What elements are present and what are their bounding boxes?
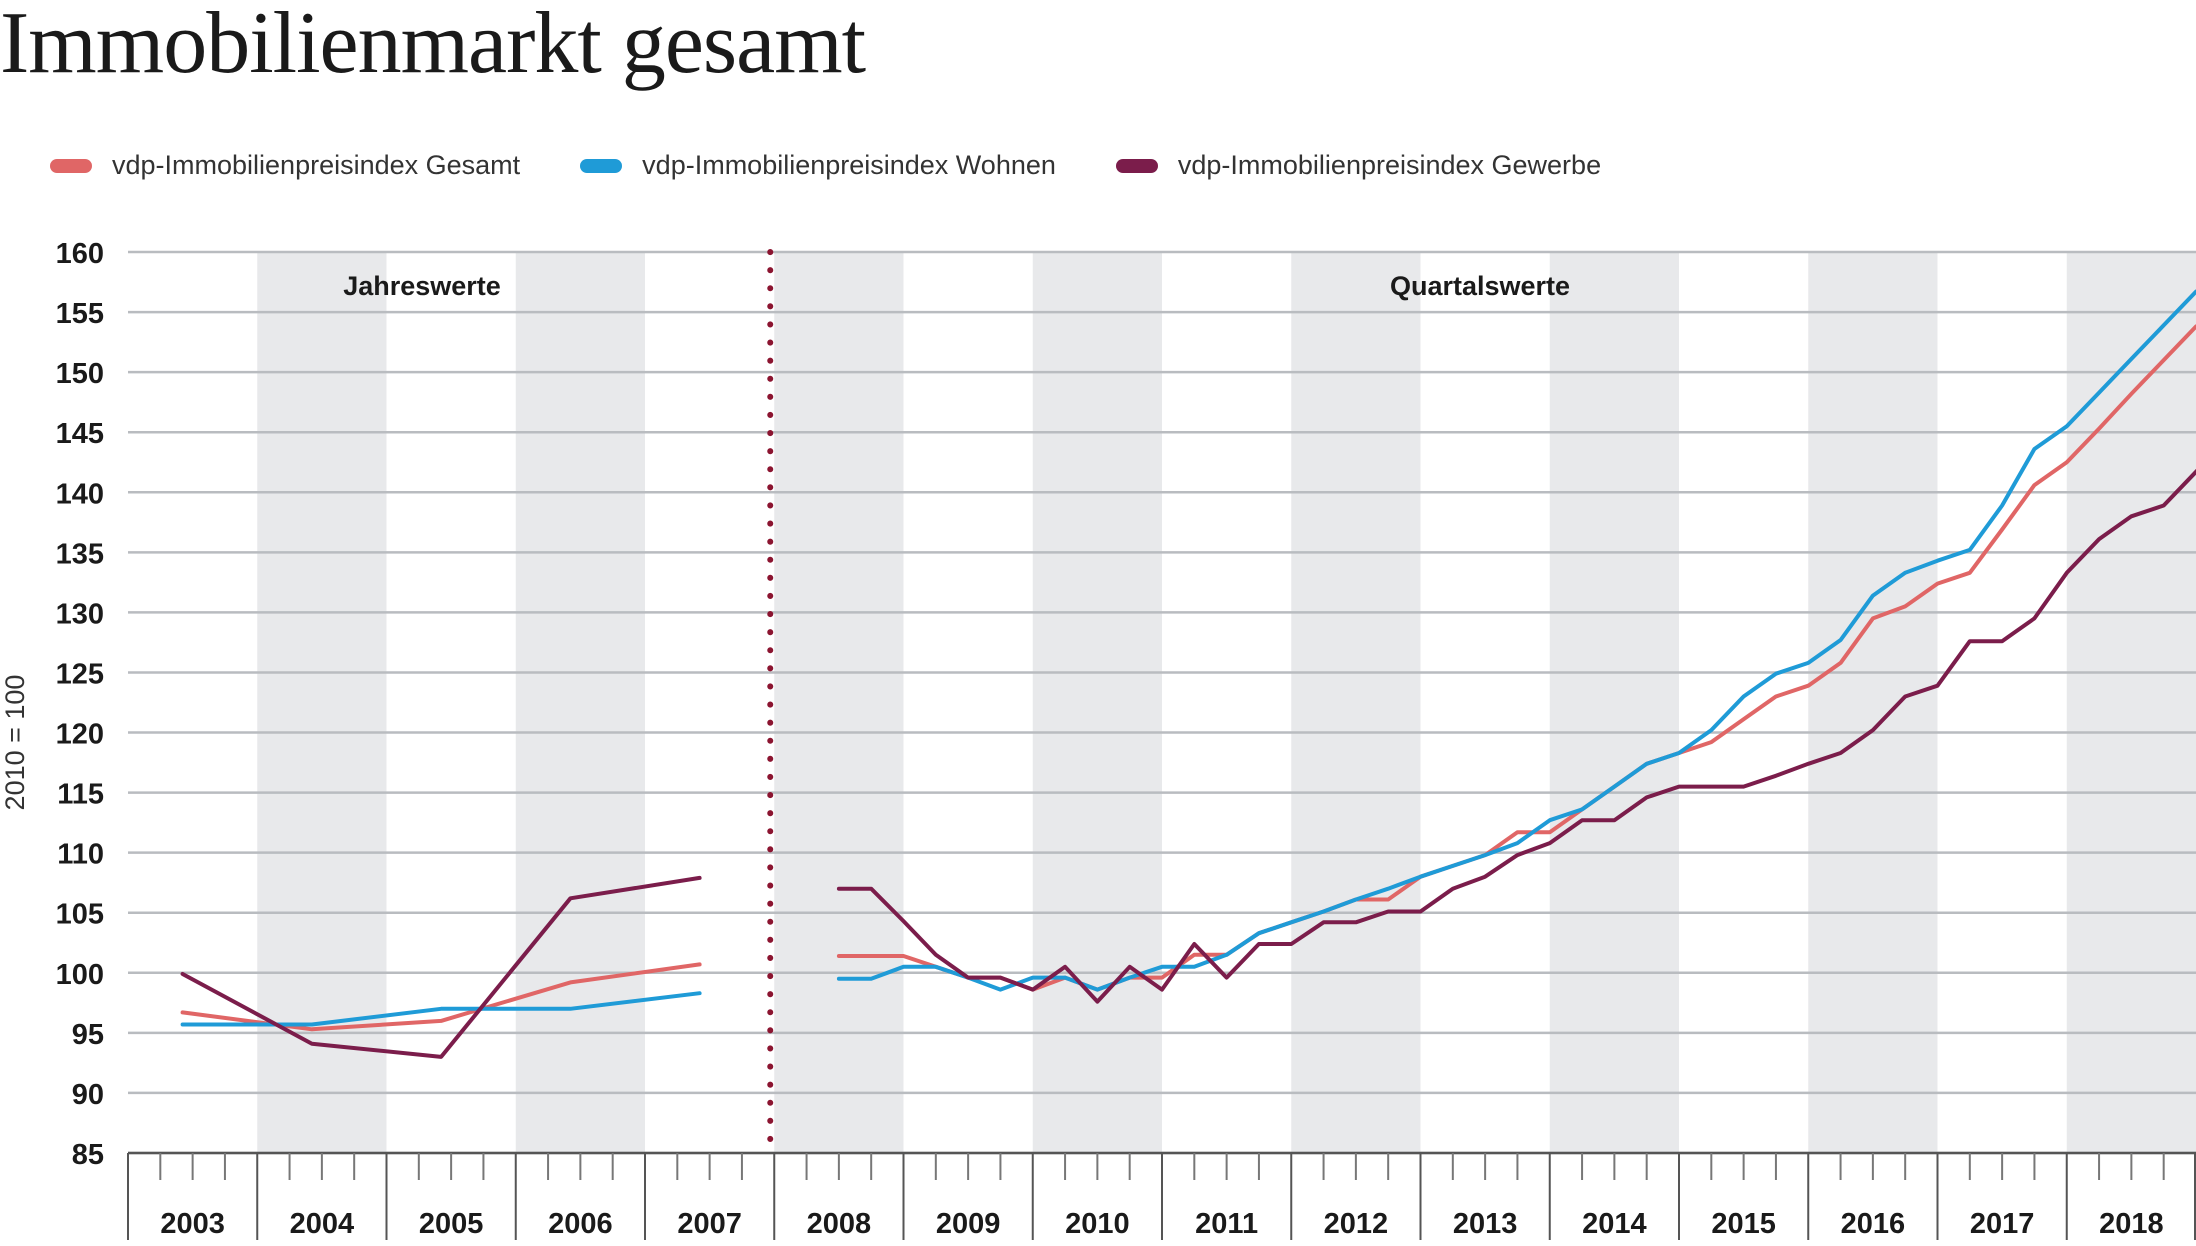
year-band-2012 (1291, 252, 1421, 1153)
legend-swatch-gewerbe (1115, 158, 1158, 173)
annual-series-line-2 (180, 875, 702, 1059)
year-band-2018 (2066, 252, 2196, 1153)
y-tick-label: 105 (56, 899, 104, 931)
section-label-annual: Jahreswerte (343, 271, 501, 301)
y-tick-label: 90 (72, 1079, 104, 1111)
section-label-quarterly: Quartalswerte (1390, 271, 1570, 301)
year-band-2010 (1032, 252, 1162, 1153)
y-tick-label: 115 (57, 779, 104, 811)
legend-item-wohnen: vdp-Immobilienpreisindex Wohnen (580, 150, 1056, 181)
y-tick-label: 110 (57, 839, 104, 871)
x-tick-label: 2011 (1195, 1208, 1258, 1240)
x-tick-label: 2003 (160, 1208, 225, 1240)
x-tick-label: 2004 (290, 1208, 355, 1240)
y-tick-label: 125 (56, 658, 104, 690)
x-tick-label: 2009 (936, 1208, 1001, 1240)
legend-swatch-wohnen (580, 158, 623, 173)
x-tick-label: 2010 (1065, 1208, 1130, 1240)
y-tick-label: 120 (56, 719, 104, 751)
y-tick-label: 85 (72, 1139, 104, 1171)
y-tick-label: 100 (56, 959, 104, 991)
y-tick-label: 160 (56, 238, 104, 270)
x-tick-label: 2016 (1841, 1208, 1906, 1240)
x-tick-label: 2008 (807, 1208, 872, 1240)
x-tick-label: 2014 (1582, 1208, 1647, 1240)
year-band-2004 (257, 252, 387, 1153)
year-band-2008 (774, 252, 904, 1153)
y-tick-label: 130 (56, 598, 104, 630)
legend: vdp-Immobilienpreisindex Gesamt vdp-Immo… (50, 150, 1661, 181)
legend-label-wohnen: vdp-Immobilienpreisindex Wohnen (642, 150, 1056, 180)
annual-series-line-1 (180, 991, 702, 1027)
legend-item-gewerbe: vdp-Immobilienpreisindex Gewerbe (1115, 150, 1602, 181)
x-tick-label: 2013 (1453, 1208, 1518, 1240)
x-tick-label: 2017 (1970, 1208, 2035, 1240)
chart-title: Immobilienmarkt gesamt (0, 0, 866, 92)
x-tick-label: 2005 (419, 1208, 484, 1240)
y-tick-label: 95 (72, 1019, 104, 1051)
y-tick-label: 135 (56, 538, 104, 570)
year-band-2014 (1549, 252, 1679, 1153)
x-tick-label: 2007 (677, 1208, 742, 1240)
quarterly-series-line-2 (836, 468, 2196, 1004)
quarterly-series-line-1 (836, 289, 2196, 992)
legend-label-gewerbe: vdp-Immobilienpreisindex Gewerbe (1177, 150, 1602, 180)
x-tick-label: 2015 (1711, 1208, 1776, 1240)
legend-item-gesamt: vdp-Immobilienpreisindex Gesamt (50, 150, 520, 181)
y-tick-label: 145 (56, 418, 104, 450)
year-band-2016 (1808, 252, 1938, 1153)
x-tick-label: 2006 (548, 1208, 613, 1240)
y-axis-label: 2010 = 100 (0, 675, 30, 811)
y-tick-label: 150 (56, 358, 104, 390)
x-tick-label: 2018 (2099, 1208, 2164, 1240)
y-tick-label: 140 (56, 478, 104, 510)
legend-label-gesamt: vdp-Immobilienpreisindex Gesamt (112, 150, 521, 180)
x-tick-label: 2012 (1324, 1208, 1389, 1240)
legend-swatch-gesamt (50, 158, 92, 173)
year-band-2006 (515, 252, 645, 1153)
y-tick-label: 155 (56, 298, 104, 330)
